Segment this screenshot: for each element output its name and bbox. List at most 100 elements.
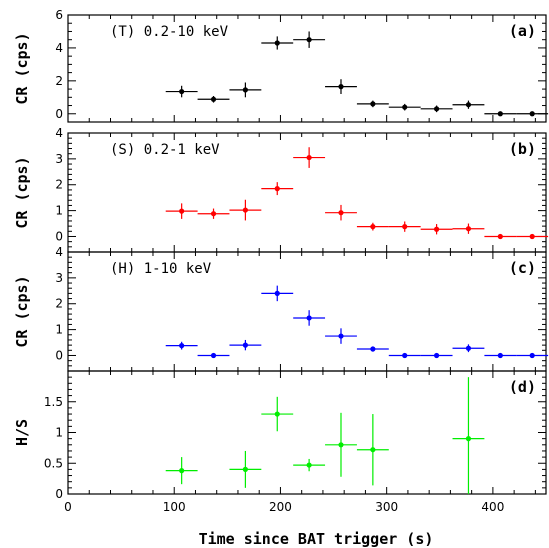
x-tick-label: 100: [163, 500, 186, 514]
data-marker: [210, 211, 217, 217]
x-tick-label: 200: [269, 500, 292, 514]
data-point: [165, 203, 198, 219]
data-marker: [179, 208, 185, 214]
data-point: [229, 339, 262, 351]
data-marker: [497, 352, 503, 359]
data-marker: [179, 468, 185, 474]
y-axis-title: CR (cps): [13, 32, 31, 104]
data-point: [293, 147, 326, 168]
data-point: [325, 412, 357, 477]
data-marker: [306, 315, 312, 321]
data-point: [356, 414, 389, 486]
data-point: [516, 352, 549, 359]
data-marker: [338, 442, 344, 448]
data-point: [165, 457, 198, 485]
data-point: [197, 208, 230, 219]
data-marker: [370, 346, 376, 352]
panel-d: 0 0.5 1 1.5 H/S (d) 0 100 200 300 400: [13, 370, 547, 514]
data-marker: [242, 466, 248, 472]
data-point: [165, 85, 198, 98]
data-marker: [465, 345, 472, 351]
y-tick-label: 1.5: [44, 395, 63, 409]
data-point: [293, 458, 326, 472]
data-point: [452, 223, 485, 234]
data-marker: [402, 352, 408, 359]
data-point: [452, 377, 485, 494]
data-point: [452, 100, 485, 109]
y-tick-label: 0: [55, 487, 63, 501]
data-point: [293, 31, 326, 48]
data-marker: [274, 411, 280, 417]
data-point: [165, 341, 198, 350]
data-point: [516, 111, 549, 117]
data-point: [229, 82, 262, 98]
data-point: [197, 352, 230, 359]
data-point: [325, 79, 357, 95]
data-marker: [306, 462, 312, 468]
data-marker: [370, 224, 376, 230]
panel-label: (T) 0.2-10 keV: [110, 24, 229, 40]
data-point: [484, 352, 517, 359]
y-tick-label: 6: [55, 8, 63, 22]
data-point: [356, 222, 389, 231]
data-marker: [497, 233, 503, 240]
panel-tag: (b): [509, 140, 536, 158]
data-point: [420, 105, 453, 113]
data-point: [420, 352, 453, 359]
data-marker: [497, 111, 503, 117]
data-marker: [338, 84, 344, 90]
data-marker: [370, 447, 376, 453]
data-marker: [529, 352, 535, 359]
y-tick-label: 1: [55, 323, 63, 337]
data-marker: [179, 343, 185, 349]
x-tick-label: 400: [481, 500, 504, 514]
data-marker: [433, 106, 440, 112]
data-point: [388, 352, 421, 359]
data-marker: [465, 226, 472, 232]
y-tick-label: 0: [55, 107, 63, 121]
data-marker: [529, 111, 535, 117]
x-tick-label: 300: [375, 500, 398, 514]
data-marker: [274, 186, 280, 192]
y-tick-label: 0: [55, 348, 63, 362]
data-point: [356, 100, 389, 108]
panel-b: 0 1 2 3 4 CR (cps) (S) 0.2-1 keV (b): [13, 126, 549, 253]
y-tick-label: 3: [55, 152, 63, 166]
data-marker: [433, 352, 440, 359]
data-point: [420, 224, 453, 235]
data-point: [261, 285, 294, 302]
data-point: [261, 182, 294, 196]
y-tick-label: 4: [55, 41, 63, 55]
data-marker: [338, 333, 344, 339]
panel-frame: [67, 370, 547, 495]
data-marker: [402, 104, 408, 110]
data-point: [452, 344, 485, 353]
data-point: [229, 199, 262, 221]
data-marker: [242, 207, 248, 213]
data-marker: [242, 87, 248, 93]
y-tick-label: 2: [55, 297, 63, 311]
y-tick-label: 0.5: [44, 456, 63, 470]
data-point: [293, 310, 326, 326]
panel-label: (H) 1-10 keV: [110, 261, 212, 277]
panel-tag: (d): [509, 378, 536, 396]
panel-frame: [67, 14, 547, 123]
x-tick-label: 0: [64, 500, 72, 514]
y-tick-label: 1: [55, 426, 63, 440]
data-marker: [402, 224, 408, 230]
x-axis-title: Time since BAT trigger (s): [199, 530, 434, 548]
data-marker: [210, 96, 217, 102]
panels-group: 0 2 4 6 CR (cps) (T) 0.2-10 keV (a) 0 1 2 3 4 CR (cp…: [13, 8, 549, 514]
panel-label: (S) 0.2-1 keV: [110, 142, 220, 158]
panel-c: 0 1 2 3 4 CR (cps) (H) 1-10 keV (c): [13, 245, 549, 372]
data-marker: [274, 40, 280, 46]
data-point: [197, 95, 230, 103]
data-point: [325, 328, 357, 344]
data-point: [356, 346, 389, 352]
y-tick-label: 0: [55, 229, 63, 243]
data-marker: [529, 233, 535, 240]
data-point: [484, 233, 517, 240]
data-marker: [465, 436, 472, 442]
y-tick-label: 2: [55, 178, 63, 192]
data-point: [229, 450, 262, 488]
